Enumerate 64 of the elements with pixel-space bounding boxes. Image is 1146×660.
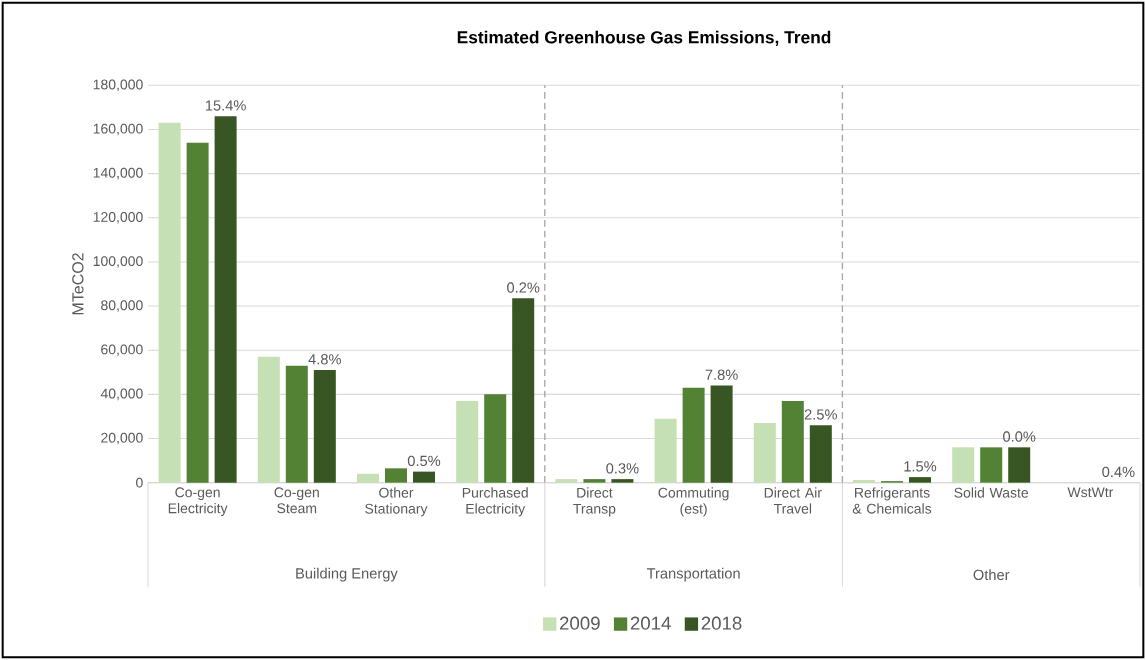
y-tick-label: 140,000 [93,167,143,180]
text: Building Energy [296,567,398,582]
legend-label: 2018 [701,616,742,630]
bar [753,423,776,483]
text: Transportation [646,567,740,582]
y-tick-label: 100,000 [93,256,143,268]
bar [781,400,804,483]
bar [413,471,436,483]
bar [1008,447,1031,483]
y-tick-label: 120,000 [93,211,143,224]
bar [313,370,336,483]
bar [186,142,209,483]
annotation: 0.5% [407,455,441,467]
y-tick-label: 20,000 [101,432,143,445]
x-tick-label: Refrigerants & Chemicals [852,487,932,514]
x-tick-label: Direct Transp [573,487,616,517]
chart-title: Estimated Greenhouse Gas Emissions, Trend [457,30,831,46]
bar [710,385,733,483]
y-tick-label: 160,000 [93,123,143,136]
bar [555,479,578,483]
y-tick-label: 180,000 [93,79,143,92]
text: Other [973,569,1010,581]
annotation: 15.4% [205,100,246,111]
x-tick-label: WstWtr [1067,487,1114,498]
annotation: 7.8% [705,369,738,380]
annotation: 0.3% [606,463,639,474]
bar [682,387,705,483]
bar [611,479,634,483]
annotation: 0.2% [507,282,540,293]
bar [809,425,832,483]
x-tick-label: Other Stationary [365,487,428,517]
annotation: 0.4% [1102,466,1135,478]
legend-label: 2014 [630,616,671,630]
bar [158,122,181,483]
x-tick-label: Solid Waste [954,487,1029,498]
bar [285,365,308,483]
annotation: 1.5% [904,461,937,472]
legend-label: 2009 [559,616,600,630]
bar [952,447,975,483]
y-tick-label: 80,000 [101,300,143,312]
y-tick-label: 60,000 [101,344,143,356]
bar [484,394,507,483]
bar [385,468,408,483]
x-tick-label: Purchased Electricity [462,487,528,517]
x-tick-label: Direct Air Travel [764,487,822,514]
bar [257,356,280,483]
bar [214,116,237,483]
bar [583,479,606,483]
bar [456,400,479,483]
y-tick-label: 0 [136,477,143,488]
y-axis-title: MTeCO2 [72,253,84,315]
annotation: 2.5% [804,409,837,420]
annotation: 4.8% [308,354,341,365]
bar [357,473,380,483]
x-tick-label: Co-gen Electricity [168,487,228,517]
y-tick-label: 40,000 [100,388,143,401]
annotation: 0.0% [1003,431,1036,442]
x-tick-label: Commuting (est) [658,487,729,517]
bar [853,480,876,483]
bar [909,477,932,483]
x-tick-label: Co-gen Steam [274,487,319,514]
bar [654,418,677,483]
bar [980,447,1003,483]
bar [512,298,535,483]
